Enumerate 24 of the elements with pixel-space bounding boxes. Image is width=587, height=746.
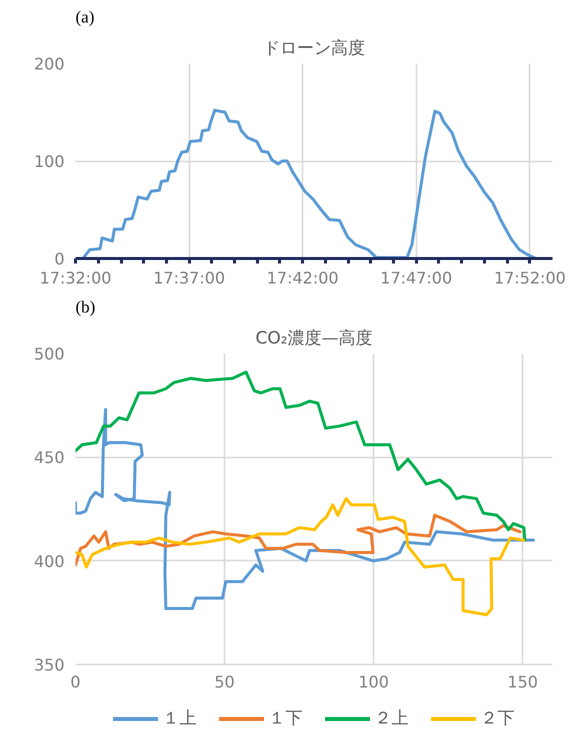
y-tick-label: 200	[34, 54, 65, 74]
chart-title: ドローン高度	[263, 38, 365, 58]
x-tick-label: 150	[507, 672, 538, 692]
y-tick-label: 350	[34, 656, 65, 674]
text: (a)	[76, 8, 94, 26]
y-tick-label: 450	[34, 448, 65, 468]
y-tick-label: 500	[34, 344, 65, 364]
x-tick-label: 17:37:00	[153, 268, 226, 288]
legend-label: ２下	[480, 708, 514, 730]
y-tick-label: 400	[34, 552, 65, 571]
x-tick-label: 17:47:00	[380, 268, 452, 288]
legend-label: ２上	[374, 708, 408, 730]
legend-label: １上	[162, 708, 196, 730]
chart-title: CO₂濃度—高度	[255, 328, 373, 348]
legend-label: １下	[268, 708, 302, 730]
x-tick-label: 17:32:00	[40, 268, 112, 288]
x-tick-label: 0	[70, 672, 81, 692]
x-tick-label: 100	[358, 672, 389, 692]
y-tick-label: 100	[34, 152, 65, 171]
text: (b)	[76, 298, 96, 316]
x-tick-label: 17:52:00	[494, 268, 566, 288]
x-tick-label: 50	[214, 672, 235, 692]
x-tick-label: 17:42:00	[266, 268, 339, 288]
y-tick-label: 0	[54, 250, 65, 268]
